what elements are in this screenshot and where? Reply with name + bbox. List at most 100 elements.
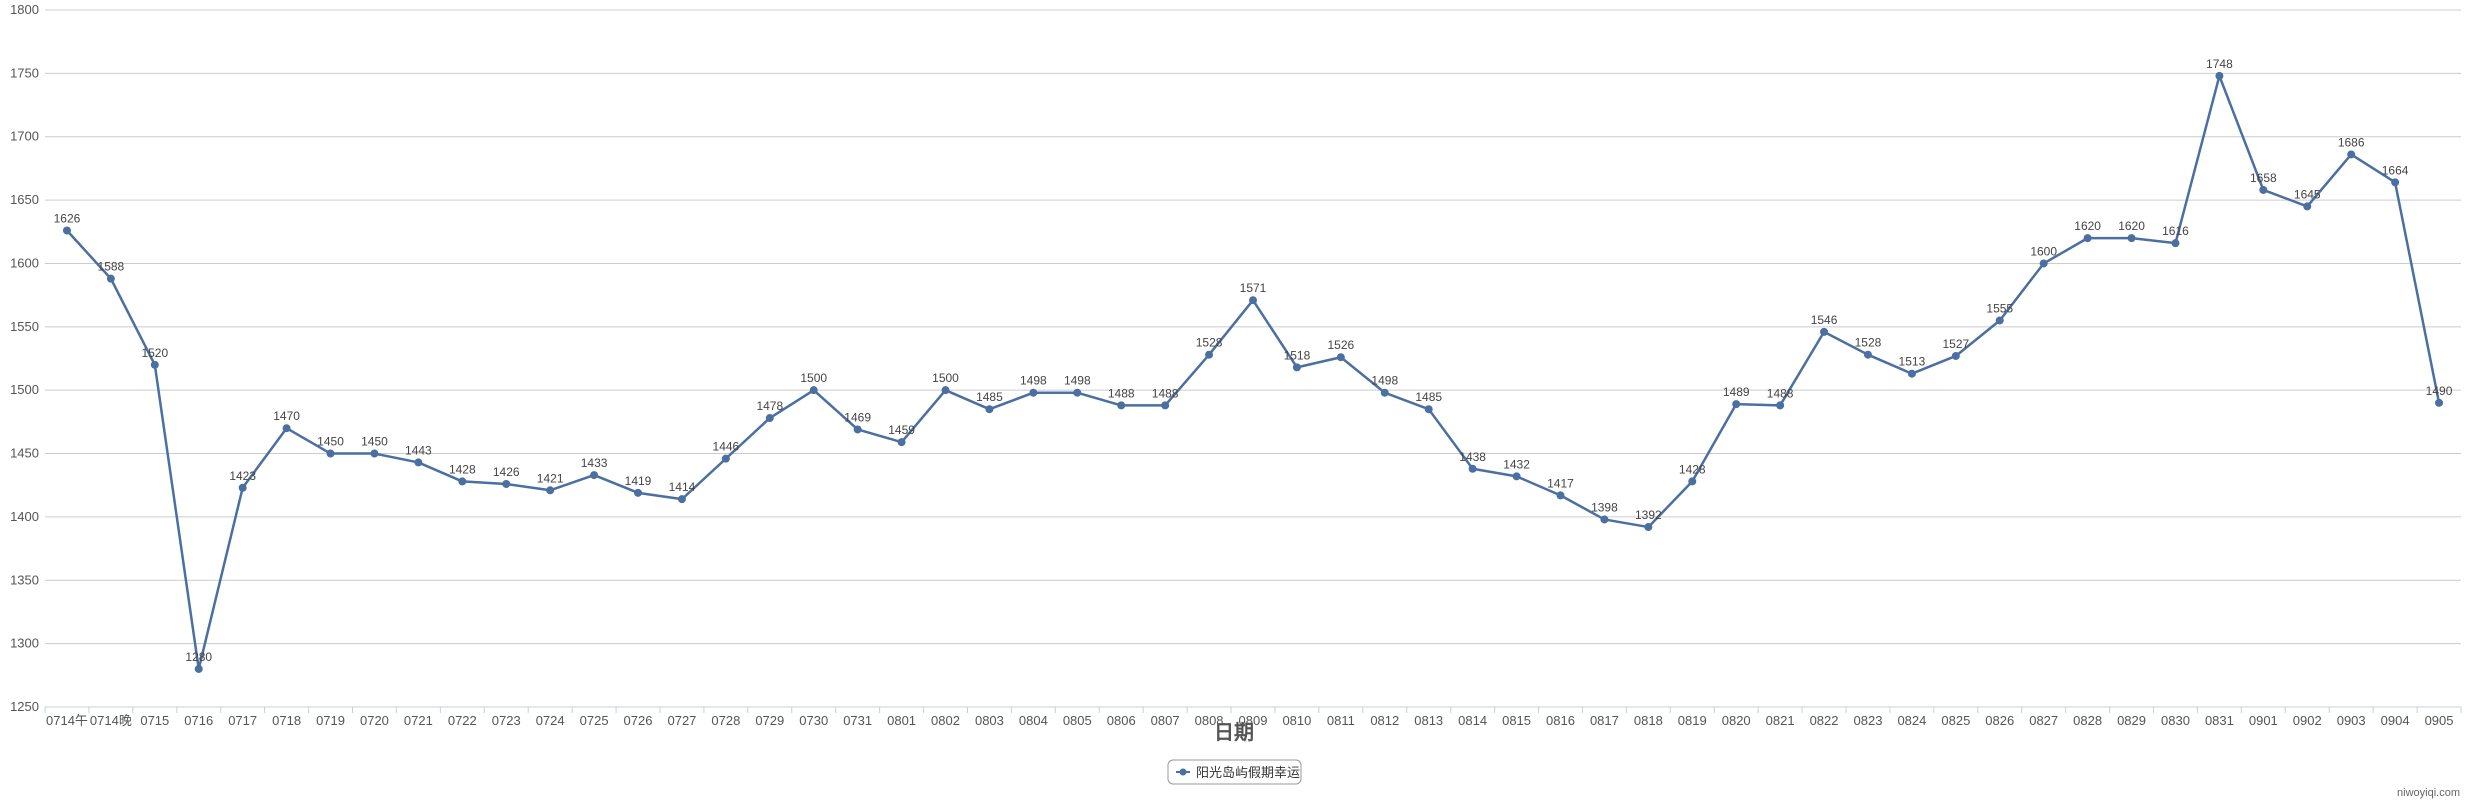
x-tick-label: 0731 — [843, 713, 872, 728]
data-point[interactable] — [2083, 234, 2092, 243]
data-point[interactable] — [2303, 202, 2312, 211]
data-point[interactable] — [1732, 400, 1741, 409]
data-point[interactable] — [326, 449, 335, 458]
data-point[interactable] — [1468, 464, 1477, 473]
data-label: 1438 — [1459, 450, 1486, 464]
x-tick-label: 0813 — [1414, 713, 1443, 728]
y-tick-label: 1800 — [10, 2, 39, 17]
data-point[interactable] — [634, 488, 643, 497]
data-point[interactable] — [546, 486, 555, 495]
data-point[interactable] — [1776, 401, 1785, 410]
x-tick-label: 0818 — [1634, 713, 1663, 728]
data-point[interactable] — [1512, 472, 1521, 481]
data-point[interactable] — [2039, 259, 2048, 268]
data-point[interactable] — [2347, 150, 2356, 159]
x-tick-label: 0728 — [711, 713, 740, 728]
data-point[interactable] — [1029, 388, 1038, 397]
data-point[interactable] — [1688, 477, 1697, 486]
data-point[interactable] — [2215, 71, 2224, 80]
data-point[interactable] — [1907, 369, 1916, 378]
data-point[interactable] — [502, 479, 511, 488]
data-label: 1414 — [669, 480, 696, 494]
data-label: 1520 — [141, 346, 168, 360]
data-label: 1600 — [2030, 244, 2057, 258]
x-tick-label: 0803 — [975, 713, 1004, 728]
data-point[interactable] — [282, 424, 291, 433]
x-tick-label: 0724 — [536, 713, 565, 728]
data-point[interactable] — [1161, 401, 1170, 410]
x-tick-label: 0824 — [1897, 713, 1926, 728]
data-point[interactable] — [897, 438, 906, 447]
data-point[interactable] — [2171, 239, 2180, 248]
data-point[interactable] — [150, 360, 159, 369]
x-tick-label: 0809 — [1239, 713, 1268, 728]
x-tick-label: 0804 — [1019, 713, 1048, 728]
watermark: niwoyiqi.com — [2397, 787, 2460, 799]
x-tick-label: 0717 — [228, 713, 257, 728]
data-label: 1478 — [756, 399, 783, 413]
x-tick-label: 0807 — [1151, 713, 1180, 728]
data-point[interactable] — [2435, 398, 2444, 407]
data-point[interactable] — [2391, 178, 2400, 187]
data-point[interactable] — [370, 449, 379, 458]
x-tick-label: 0727 — [667, 713, 696, 728]
data-point[interactable] — [1292, 363, 1301, 372]
data-point[interactable] — [941, 386, 950, 395]
legend[interactable]: 阳光岛屿假期幸运 — [1167, 759, 1302, 785]
data-point[interactable] — [765, 414, 774, 423]
data-point[interactable] — [721, 454, 730, 463]
data-point[interactable] — [1951, 351, 1960, 360]
data-label: 1280 — [185, 650, 212, 664]
data-point[interactable] — [2127, 234, 2136, 243]
data-label: 1626 — [54, 212, 81, 226]
x-tick-label: 0831 — [2205, 713, 2234, 728]
x-tick-label: 0827 — [2029, 713, 2058, 728]
data-point[interactable] — [985, 405, 994, 414]
data-point[interactable] — [1556, 491, 1565, 500]
data-label: 1518 — [1284, 348, 1311, 362]
data-label: 1488 — [1767, 386, 1794, 400]
data-point[interactable] — [194, 664, 203, 673]
data-label: 1446 — [713, 440, 740, 454]
x-tick-label: 0802 — [931, 713, 960, 728]
data-point[interactable] — [1863, 350, 1872, 359]
legend-box — [1167, 759, 1302, 785]
data-label: 1527 — [1942, 337, 1969, 351]
data-point[interactable] — [853, 425, 862, 434]
x-tick-label: 0902 — [2293, 713, 2322, 728]
data-point[interactable] — [1820, 327, 1829, 336]
x-tick-label: 0722 — [448, 713, 477, 728]
data-point[interactable] — [1995, 316, 2004, 325]
data-point[interactable] — [1424, 405, 1433, 414]
grid-lines — [45, 9, 2461, 708]
data-point[interactable] — [1249, 296, 1257, 305]
data-point[interactable] — [1644, 523, 1653, 532]
data-label: 1748 — [2206, 57, 2233, 71]
data-point[interactable] — [1117, 401, 1126, 410]
x-tick-label: 0814 — [1458, 713, 1487, 728]
data-point[interactable] — [458, 477, 467, 486]
data-point[interactable] — [1336, 353, 1345, 362]
data-point[interactable] — [2259, 185, 2268, 194]
data-label: 1498 — [1064, 374, 1091, 388]
data-point[interactable] — [1600, 515, 1609, 524]
data-point[interactable] — [1380, 388, 1389, 397]
data-label: 1500 — [800, 371, 827, 385]
data-point[interactable] — [1205, 350, 1214, 359]
data-point[interactable] — [414, 458, 423, 467]
data-label: 1686 — [2338, 135, 2365, 149]
data-point[interactable] — [1073, 388, 1082, 397]
x-tick-label: 0812 — [1370, 713, 1399, 728]
x-tick-label: 0820 — [1722, 713, 1751, 728]
data-point[interactable] — [62, 226, 71, 235]
legend-series-name: 阳光岛屿假期幸运 — [1196, 765, 1300, 780]
data-label: 1450 — [361, 435, 388, 449]
data-point[interactable] — [809, 386, 818, 395]
x-tick-label: 0714晚 — [90, 713, 132, 728]
data-point[interactable] — [590, 471, 599, 480]
data-point[interactable] — [677, 495, 686, 504]
legend-marker-symbol — [1179, 768, 1187, 776]
data-point[interactable] — [106, 274, 115, 283]
x-tick-label: 0905 — [2425, 713, 2454, 728]
data-point[interactable] — [238, 483, 247, 492]
